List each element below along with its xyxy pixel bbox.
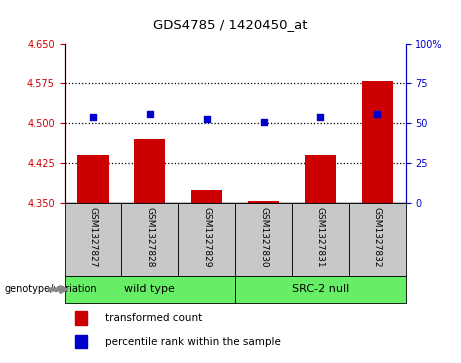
Point	[373, 111, 381, 117]
Point	[317, 114, 324, 120]
Bar	[191, 190, 222, 203]
Bar	[349, 203, 406, 276]
Bar	[65, 276, 235, 303]
Text: wild type: wild type	[124, 285, 175, 294]
Point	[260, 119, 267, 125]
Text: percentile rank within the sample: percentile rank within the sample	[106, 337, 281, 347]
Bar	[75, 311, 87, 325]
Text: GSM1327831: GSM1327831	[316, 207, 325, 268]
Bar	[235, 203, 292, 276]
Bar	[305, 155, 336, 203]
Text: GSM1327827: GSM1327827	[89, 207, 97, 268]
Text: SRC-2 null: SRC-2 null	[292, 285, 349, 294]
Text: GSM1327830: GSM1327830	[259, 207, 268, 268]
Bar	[134, 139, 165, 203]
Bar	[121, 203, 178, 276]
Bar	[75, 335, 87, 348]
Bar	[292, 203, 349, 276]
Text: transformed count: transformed count	[106, 313, 203, 323]
Point	[89, 114, 97, 120]
Bar	[361, 81, 393, 203]
Text: GDS4785 / 1420450_at: GDS4785 / 1420450_at	[153, 18, 308, 31]
Bar	[248, 201, 279, 203]
Text: genotype/variation: genotype/variation	[5, 285, 97, 294]
Text: GSM1327832: GSM1327832	[373, 207, 382, 268]
Text: GSM1327828: GSM1327828	[145, 207, 154, 268]
Text: GSM1327829: GSM1327829	[202, 207, 211, 268]
Bar	[77, 155, 109, 203]
Bar	[178, 203, 235, 276]
Bar	[65, 203, 121, 276]
Point	[203, 116, 210, 122]
Point	[146, 111, 154, 117]
Bar	[235, 276, 406, 303]
